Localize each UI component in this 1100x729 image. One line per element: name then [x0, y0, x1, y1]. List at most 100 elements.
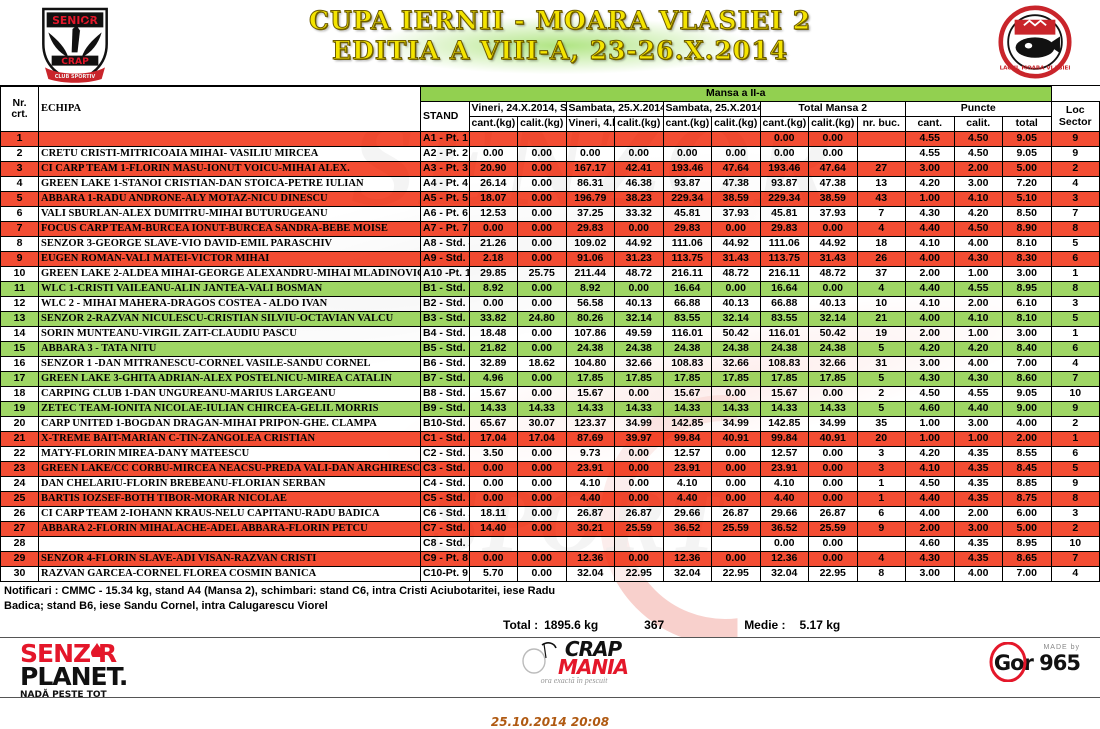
table-row: 22 MATY-FLORIN MIREA-DANY MATEESCU C2 - St… [0, 446, 1100, 462]
row-session1-cant: 18.48 [468, 326, 518, 342]
row-session3-calit: 32.66 [711, 356, 761, 372]
row-session1-calit: 0.00 [517, 551, 567, 567]
moara-vlasiei-lake-logo: LACUL MOARA VLASIEI [998, 5, 1072, 79]
row-session1-cant: 21.26 [468, 236, 518, 252]
row-total-calit: 32.14 [808, 311, 858, 327]
row-puncte-cant: 4.60 [905, 536, 955, 552]
row-total-calit: 0.00 [808, 476, 858, 492]
row-puncte-cant: 1.00 [905, 416, 955, 432]
row-session3-calit: 48.72 [711, 266, 761, 282]
row-nr: 3 [0, 161, 39, 177]
row-loc-sector: 1 [1050, 266, 1100, 282]
row-session2-calit: 38.23 [614, 191, 664, 207]
row-puncte-calit: 4.35 [953, 476, 1003, 492]
row-loc-sector: 9 [1050, 401, 1100, 417]
row-session1-calit [517, 536, 567, 552]
row-session3-calit: 0.00 [711, 386, 761, 402]
row-session2-cant: 86.31 [565, 176, 615, 192]
row-session2-cant: 26.87 [565, 506, 615, 522]
row-team-name: CRETU CRISTI-MITRICOAIA MIHAI- VASILIU M… [38, 146, 421, 162]
senzor-drop-icon [91, 642, 103, 657]
row-total-calit: 0.00 [808, 281, 858, 297]
row-puncte-cant: 4.30 [905, 551, 955, 567]
row-session1-cant: 26.14 [468, 176, 518, 192]
row-session1-calit: 0.00 [517, 506, 567, 522]
subcol-s2-calit: calit.(kg) [614, 116, 664, 132]
row-loc-sector: 7 [1050, 206, 1100, 222]
row-puncte-total: 8.75 [1002, 491, 1052, 507]
row-session2-calit: 48.72 [614, 266, 664, 282]
table-row: 13 SENZOR 2-RAZVAN NICULESCU-CRISTIAN SIL… [0, 311, 1100, 327]
row-loc-sector: 7 [1050, 371, 1100, 387]
row-stand: A2 - Pt. 2 [420, 146, 470, 162]
row-total-calit: 0.00 [808, 386, 858, 402]
row-puncte-total: 6.10 [1002, 296, 1052, 312]
subcol-total-calit: calit.(kg) [808, 116, 858, 132]
row-puncte-total: 4.00 [1002, 416, 1052, 432]
row-total-buc: 8 [856, 566, 906, 582]
subcol-total-cant: cant.(kg) [759, 116, 809, 132]
row-puncte-calit: 4.20 [953, 206, 1003, 222]
row-total-cant: 32.04 [759, 566, 809, 582]
group-header-mansa2: Mansa a II-a [420, 86, 1052, 102]
row-session2-cant: 15.67 [565, 386, 615, 402]
row-loc-sector: 4 [1050, 566, 1100, 582]
row-team-name: GREEN LAKE/CC CORBU-MIRCEA NEACSU-PREDA … [38, 461, 421, 477]
row-stand: C5 - Std. 24 [420, 491, 470, 507]
row-total-calit: 47.64 [808, 161, 858, 177]
row-puncte-total: 3.00 [1002, 266, 1052, 282]
row-session1-cant: 4.96 [468, 371, 518, 387]
row-session1-calit: 0.00 [517, 341, 567, 357]
row-session1-calit: 0.00 [517, 476, 567, 492]
row-total-cant: 29.66 [759, 506, 809, 522]
row-session1-cant: 0.00 [468, 461, 518, 477]
row-loc-sector: 1 [1050, 431, 1100, 447]
row-session1-cant: 0.00 [468, 491, 518, 507]
crap-logo-line1: CRAP [564, 636, 622, 661]
col-header-session-1: Vineri, 24.X.2014, Seara [468, 101, 567, 117]
row-nr: 23 [0, 461, 39, 477]
row-puncte-calit: 1.00 [953, 266, 1003, 282]
row-loc-sector: 8 [1050, 221, 1100, 237]
row-total-cant: 0.00 [759, 131, 809, 147]
row-session1-cant: 32.89 [468, 356, 518, 372]
row-session1-calit: 0.00 [517, 221, 567, 237]
row-total-buc: 13 [856, 176, 906, 192]
row-puncte-calit: 4.50 [953, 221, 1003, 237]
row-session3-calit: 50.42 [711, 326, 761, 342]
row-session1-calit: 0.00 [517, 176, 567, 192]
row-session3-calit: 38.59 [711, 191, 761, 207]
row-nr: 7 [0, 221, 39, 237]
row-nr: 28 [0, 536, 39, 552]
row-total-calit: 31.43 [808, 251, 858, 267]
row-total-calit: 40.13 [808, 296, 858, 312]
row-session3-cant: 66.88 [662, 296, 712, 312]
table-row: 12 WLC 2 - MIHAI MAHERA-DRAGOS COSTEA - A… [0, 296, 1100, 312]
row-total-cant: 0.00 [759, 146, 809, 162]
row-session2-calit: 31.23 [614, 251, 664, 267]
row-session1-calit: 0.00 [517, 146, 567, 162]
table-row: 21 X-TREME BAIT-MARIAN C-TIN-ZANGOLEA CRI… [0, 431, 1100, 447]
row-total-buc [856, 146, 906, 162]
col-header-loc-line1: Loc [1065, 104, 1085, 117]
row-puncte-total: 5.00 [1002, 161, 1052, 177]
row-total-calit: 0.00 [808, 446, 858, 462]
row-total-buc: 7 [856, 206, 906, 222]
row-session2-cant [565, 131, 615, 147]
row-session1-cant: 0.00 [468, 296, 518, 312]
table-row: 8 SENZOR 3-GEORGE SLAVE-VIO DAVID-EMIL PA… [0, 236, 1100, 252]
table-row: 10 GREEN LAKE 2-ALDEA MIHAI-GEORGE ALEXAN… [0, 266, 1100, 282]
row-session3-cant: 24.38 [662, 341, 712, 357]
row-session3-calit: 34.99 [711, 416, 761, 432]
row-puncte-calit: 1.00 [953, 431, 1003, 447]
row-session2-calit: 39.97 [614, 431, 664, 447]
row-session2-cant: 37.25 [565, 206, 615, 222]
row-session3-cant: 45.81 [662, 206, 712, 222]
row-nr: 29 [0, 551, 39, 567]
row-total-cant: 4.40 [759, 491, 809, 507]
row-team-name: ABBARA 2-FLORIN MIHALACHE-ADEL ABBARA-FL… [38, 521, 421, 537]
row-puncte-calit: 4.55 [953, 281, 1003, 297]
row-stand: C7 - Std. 26 [420, 521, 470, 537]
row-puncte-calit: 4.30 [953, 251, 1003, 267]
row-nr: 20 [0, 416, 39, 432]
